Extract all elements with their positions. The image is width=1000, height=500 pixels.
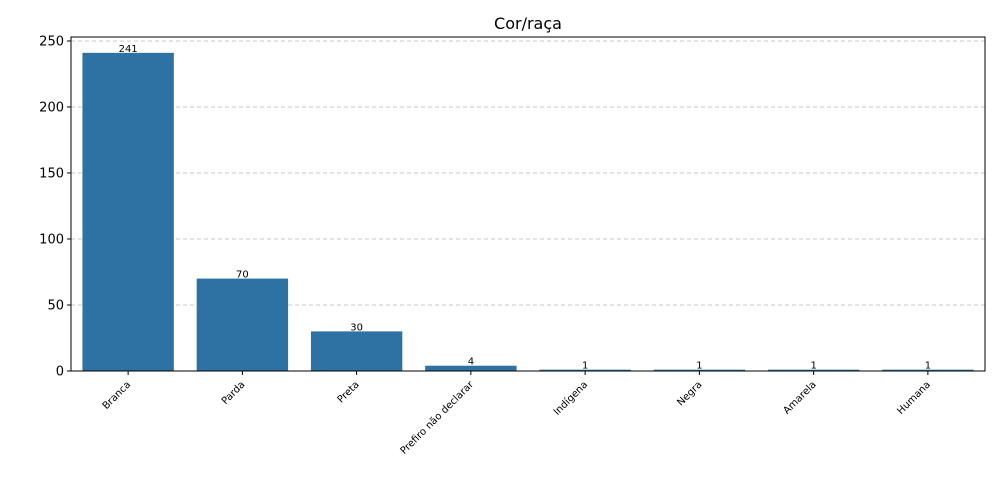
bar-value-label: 1 xyxy=(582,361,588,372)
x-tick-label: Parda xyxy=(220,379,248,407)
bar xyxy=(767,369,860,371)
y-tick-label: 100 xyxy=(39,232,64,247)
data-label-layer: 241 70 30 4 1 1 1 1 xyxy=(119,44,931,372)
x-axis: Branca Parda Preta Prefiro não declarar Indí… xyxy=(101,371,933,457)
bar xyxy=(539,369,631,371)
bar-value-label: 1 xyxy=(810,361,816,372)
grid-layer xyxy=(71,40,985,306)
bar xyxy=(653,369,746,371)
y-tick-label: 150 xyxy=(39,166,64,181)
x-tick-label: Humana xyxy=(895,379,933,417)
bar xyxy=(425,365,517,371)
bar-value-label: 30 xyxy=(350,322,363,333)
chart-title: Cor/raça xyxy=(494,14,562,33)
bar xyxy=(882,369,974,371)
bar-layer xyxy=(82,52,974,372)
x-tick-label: Indígena xyxy=(551,379,590,418)
bar-value-label: 1 xyxy=(925,361,931,372)
x-tick-label: Branca xyxy=(101,379,134,412)
x-tick-label: Preta xyxy=(336,379,362,405)
bar-value-label: 4 xyxy=(468,357,474,368)
x-tick-label: Negra xyxy=(675,379,704,408)
y-tick-label: 250 xyxy=(39,34,64,49)
bar xyxy=(310,331,403,371)
y-tick-label: 0 xyxy=(56,365,64,380)
x-tick-label: Prefiro não declarar xyxy=(399,379,477,457)
bar-value-label: 70 xyxy=(236,270,249,281)
plot-frame xyxy=(70,36,986,372)
y-tick-label: 200 xyxy=(39,100,64,115)
x-tick-label: Amarela xyxy=(782,379,819,416)
bar-value-label: 241 xyxy=(119,44,138,55)
y-tick-label: 50 xyxy=(47,298,64,313)
y-axis: 0 50 100 150 200 250 xyxy=(39,34,71,380)
bar-value-label: 1 xyxy=(696,361,702,372)
bar xyxy=(82,52,174,372)
bar xyxy=(196,278,289,371)
